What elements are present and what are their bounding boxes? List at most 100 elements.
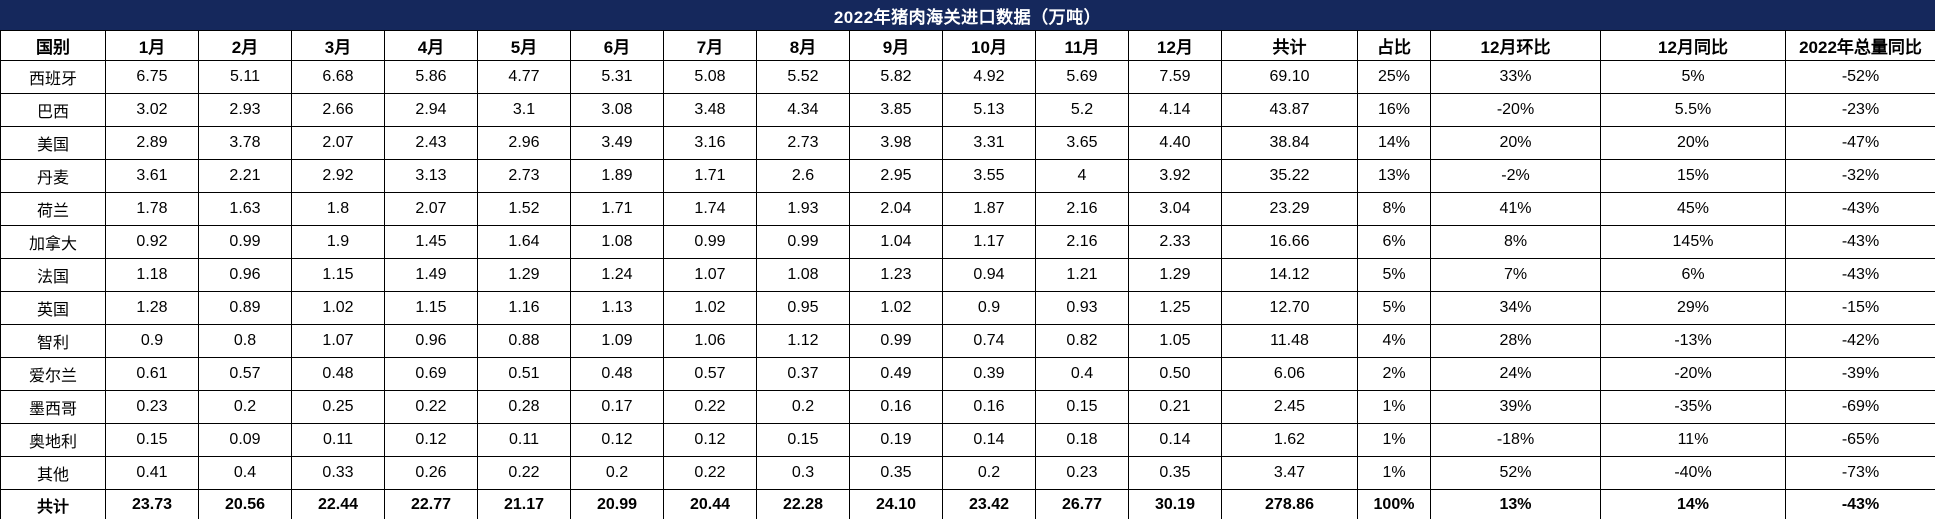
value-cell: 24% bbox=[1430, 357, 1601, 391]
value-cell: 2% bbox=[1357, 357, 1431, 391]
value-cell: 5% bbox=[1600, 60, 1786, 94]
value-cell: 2.89 bbox=[105, 126, 199, 160]
value-cell: 0.69 bbox=[384, 357, 478, 391]
country-cell: 丹麦 bbox=[0, 159, 106, 193]
value-cell: 0.9 bbox=[942, 291, 1036, 325]
value-cell: 1.24 bbox=[570, 258, 664, 292]
value-cell: 2.6 bbox=[756, 159, 850, 193]
value-cell: 0.48 bbox=[291, 357, 385, 391]
value-cell: 6.06 bbox=[1221, 357, 1358, 391]
country-cell: 智利 bbox=[0, 324, 106, 358]
header-cell: 2022年总量同比 bbox=[1785, 30, 1935, 61]
value-cell: 0.11 bbox=[291, 423, 385, 457]
value-cell: -47% bbox=[1785, 126, 1935, 160]
country-cell: 巴西 bbox=[0, 93, 106, 127]
country-cell: 法国 bbox=[0, 258, 106, 292]
value-cell: 0.39 bbox=[942, 357, 1036, 391]
value-cell: 43.87 bbox=[1221, 93, 1358, 127]
value-cell: 0.35 bbox=[849, 456, 943, 490]
total-value-cell: 23.42 bbox=[942, 489, 1036, 519]
table-row: 西班牙 6.75 5.11 6.68 5.86 4.77 5.31 5.08 5.52 5.82 4… bbox=[0, 60, 1935, 94]
value-cell: 0.35 bbox=[1128, 456, 1222, 490]
value-cell: 0.21 bbox=[1128, 390, 1222, 424]
table-row: 丹麦 3.61 2.21 2.92 3.13 2.73 1.89 1.71 2.6 2.95 3.5… bbox=[0, 159, 1935, 193]
value-cell: -32% bbox=[1785, 159, 1935, 193]
table-row: 法国 1.18 0.96 1.15 1.49 1.29 1.24 1.07 1.08 1.23 0.… bbox=[0, 258, 1935, 292]
value-cell: -13% bbox=[1600, 324, 1786, 358]
value-cell: 1.16 bbox=[477, 291, 571, 325]
value-cell: 0.4 bbox=[1035, 357, 1129, 391]
value-cell: 52% bbox=[1430, 456, 1601, 490]
value-cell: 34% bbox=[1430, 291, 1601, 325]
header-cell: 共计 bbox=[1221, 30, 1358, 61]
total-value-cell: 24.10 bbox=[849, 489, 943, 519]
value-cell: -35% bbox=[1600, 390, 1786, 424]
value-cell: 4.14 bbox=[1128, 93, 1222, 127]
value-cell: 1% bbox=[1357, 423, 1431, 457]
value-cell: 1.08 bbox=[756, 258, 850, 292]
table-row: 荷兰 1.78 1.63 1.8 2.07 1.52 1.71 1.74 1.93 2.04 1.8… bbox=[0, 192, 1935, 226]
value-cell: 11% bbox=[1600, 423, 1786, 457]
value-cell: 16% bbox=[1357, 93, 1431, 127]
value-cell: -18% bbox=[1430, 423, 1601, 457]
value-cell: 0.12 bbox=[384, 423, 478, 457]
value-cell: 0.99 bbox=[663, 225, 757, 259]
header-cell: 占比 bbox=[1357, 30, 1431, 61]
value-cell: 0.74 bbox=[942, 324, 1036, 358]
value-cell: 6% bbox=[1357, 225, 1431, 259]
total-value-cell: 13% bbox=[1430, 489, 1601, 519]
header-cell: 2月 bbox=[198, 30, 292, 61]
value-cell: 145% bbox=[1600, 225, 1786, 259]
value-cell: 2.92 bbox=[291, 159, 385, 193]
value-cell: 1.21 bbox=[1035, 258, 1129, 292]
country-cell: 墨西哥 bbox=[0, 390, 106, 424]
value-cell: 1.78 bbox=[105, 192, 199, 226]
value-cell: -43% bbox=[1785, 225, 1935, 259]
value-cell: 0.14 bbox=[942, 423, 1036, 457]
value-cell: -42% bbox=[1785, 324, 1935, 358]
value-cell: 1.74 bbox=[663, 192, 757, 226]
value-cell: 41% bbox=[1430, 192, 1601, 226]
value-cell: 1.13 bbox=[570, 291, 664, 325]
value-cell: 1% bbox=[1357, 456, 1431, 490]
value-cell: 1.71 bbox=[570, 192, 664, 226]
total-value-cell: 26.77 bbox=[1035, 489, 1129, 519]
total-value-cell: 20.44 bbox=[663, 489, 757, 519]
value-cell: 0.15 bbox=[756, 423, 850, 457]
country-cell: 荷兰 bbox=[0, 192, 106, 226]
value-cell: 0.19 bbox=[849, 423, 943, 457]
value-cell: 0.49 bbox=[849, 357, 943, 391]
value-cell: 1.02 bbox=[291, 291, 385, 325]
value-cell: 5.08 bbox=[663, 60, 757, 94]
value-cell: 5.52 bbox=[756, 60, 850, 94]
table-footer: 共计 23.73 20.56 22.44 22.77 21.17 20.99 20.44 22.… bbox=[0, 489, 1935, 519]
value-cell: -39% bbox=[1785, 357, 1935, 391]
value-cell: 2.45 bbox=[1221, 390, 1358, 424]
value-cell: 0.88 bbox=[477, 324, 571, 358]
value-cell: 3.1 bbox=[477, 93, 571, 127]
value-cell: 1.09 bbox=[570, 324, 664, 358]
value-cell: 1.12 bbox=[756, 324, 850, 358]
value-cell: 1.08 bbox=[570, 225, 664, 259]
value-cell: 2.07 bbox=[291, 126, 385, 160]
value-cell: 3.49 bbox=[570, 126, 664, 160]
header-cell: 12月同比 bbox=[1600, 30, 1786, 61]
value-cell: 1% bbox=[1357, 390, 1431, 424]
total-value-cell: 20.99 bbox=[570, 489, 664, 519]
value-cell: 1.07 bbox=[291, 324, 385, 358]
value-cell: 14.12 bbox=[1221, 258, 1358, 292]
value-cell: 0.16 bbox=[942, 390, 1036, 424]
value-cell: 5.69 bbox=[1035, 60, 1129, 94]
value-cell: 0.2 bbox=[942, 456, 1036, 490]
table-row: 墨西哥 0.23 0.2 0.25 0.22 0.28 0.17 0.22 0.2 0.16 0.1… bbox=[0, 390, 1935, 424]
value-cell: 4 bbox=[1035, 159, 1129, 193]
value-cell: 1.8 bbox=[291, 192, 385, 226]
header-cell: 3月 bbox=[291, 30, 385, 61]
value-cell: 0.61 bbox=[105, 357, 199, 391]
value-cell: 4.34 bbox=[756, 93, 850, 127]
total-value-cell: 22.44 bbox=[291, 489, 385, 519]
country-cell: 美国 bbox=[0, 126, 106, 160]
value-cell: 0.18 bbox=[1035, 423, 1129, 457]
value-cell: 5.31 bbox=[570, 60, 664, 94]
